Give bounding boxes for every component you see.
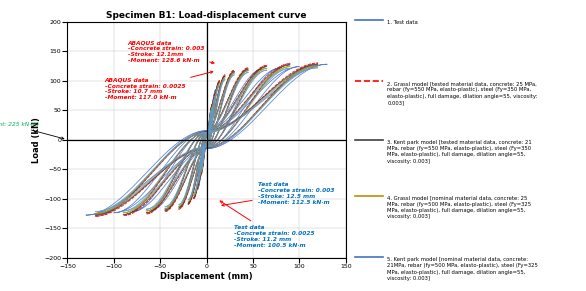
X-axis label: Displacement (mm): Displacement (mm) — [160, 272, 253, 281]
Text: Test data
-Concrete strain: 0.003
-Stroke: 12.5 mm
-Moment: 112.5 kN·m: Test data -Concrete strain: 0.003 -Strok… — [222, 182, 334, 206]
Text: ABAQUS data
-Concrete strain: 0.0025
-Stroke: 10.7 mm
-Moment: 117.0 kN·m: ABAQUS data -Concrete strain: 0.0025 -St… — [104, 71, 213, 100]
Text: 4. Grassl model [nominal material data, concrete: 25
MPa, rebar (fy=500 MPa, ela: 4. Grassl model [nominal material data, … — [387, 196, 532, 219]
Y-axis label: Load (kN): Load (kN) — [32, 117, 42, 163]
Text: 3. Kent park model [tested material data, concrete: 21
MPa, rebar (fy=550 MPa, e: 3. Kent park model [tested material data… — [387, 140, 532, 164]
Title: Specimen B1: Load-displacement curve: Specimen B1: Load-displacement curve — [106, 11, 307, 20]
Text: 5. Kent park model [nominal material data, concrete:
21MPa, rebar (fy=500 MPa, e: 5. Kent park model [nominal material dat… — [387, 257, 539, 281]
Text: ABAQUS data
-Concrete strain: 0.003
-Stroke: 12.1mm
-Moment: 128.6 kN·m: ABAQUS data -Concrete strain: 0.003 -Str… — [128, 41, 214, 64]
Text: 1. Test data: 1. Test data — [387, 20, 418, 25]
Text: (Moment: 225 kN·m): (Moment: 225 kN·m) — [0, 122, 64, 139]
Text: Test data
-Concrete strain: 0.0025
-Stroke: 11.2 mm
-Moment: 100.5 kN·m: Test data -Concrete strain: 0.0025 -Stro… — [220, 201, 315, 248]
Text: 2. Grassl model [tested material data, concrete: 25 MPa,
rebar (fy=550 MPa, elas: 2. Grassl model [tested material data, c… — [387, 81, 538, 105]
